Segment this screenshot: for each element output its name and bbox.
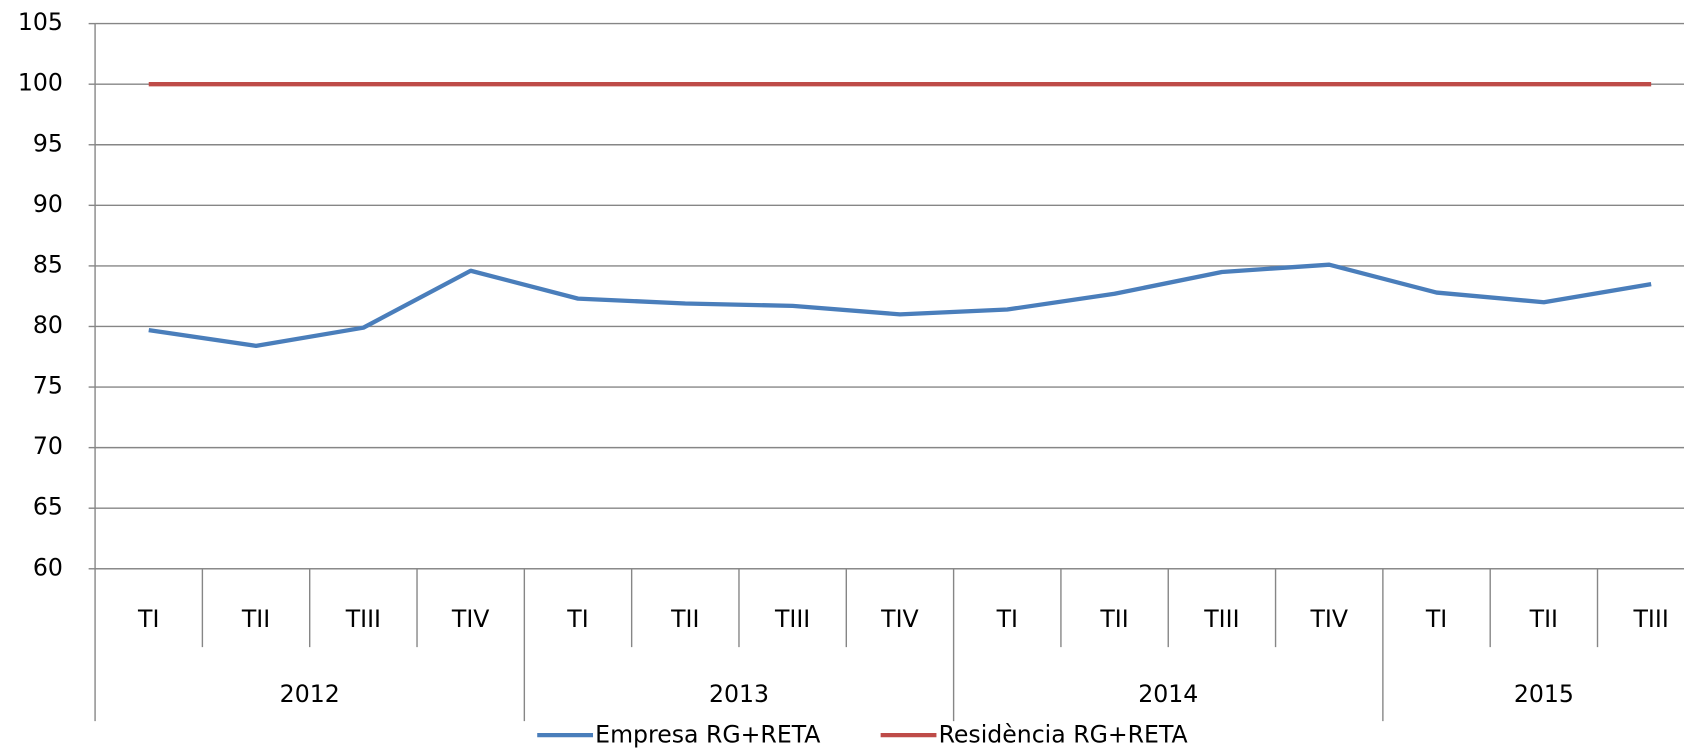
x-tick-label: TIV	[1309, 605, 1348, 633]
x-tick-label: TI	[1425, 605, 1447, 633]
y-tick-label: 85	[33, 250, 63, 278]
y-tick-label: 95	[33, 129, 63, 157]
y-tick-label: 65	[33, 493, 63, 521]
y-tick-label: 80	[33, 311, 63, 339]
x-tick-label: TIII	[345, 605, 381, 633]
x-tick-label: TIV	[880, 605, 919, 633]
y-tick-label: 100	[18, 69, 63, 97]
y-tick-label: 75	[33, 372, 63, 400]
x-tick-label: TI	[996, 605, 1018, 633]
y-tick-label: 60	[33, 553, 63, 581]
x-tick-label: TIII	[1203, 605, 1239, 633]
x-tick-label: TII	[670, 605, 699, 633]
y-tick-label: 90	[33, 190, 63, 218]
line-series	[148, 262, 1652, 349]
x-group-label: 2012	[280, 680, 340, 708]
x-tick-label: TII	[1529, 605, 1558, 633]
y-tick-label: 105	[18, 8, 63, 36]
x-tick-label: TIV	[451, 605, 490, 633]
x-tick-label: TIII	[1633, 605, 1669, 633]
x-group-label: 2014	[1138, 680, 1198, 708]
x-tick-label: TIII	[774, 605, 810, 633]
x-group-label: 2015	[1514, 680, 1574, 708]
legend-label: Empresa RG+RETA	[595, 721, 820, 748]
x-tick-label: TI	[566, 605, 588, 633]
x-group-label: 2013	[709, 680, 769, 708]
x-tick-label: TII	[241, 605, 270, 633]
x-tick-label: TI	[137, 605, 159, 633]
x-tick-label: TII	[1099, 605, 1128, 633]
y-tick-label: 70	[33, 432, 63, 460]
legend-label: Residència RG+RETA	[939, 721, 1188, 748]
